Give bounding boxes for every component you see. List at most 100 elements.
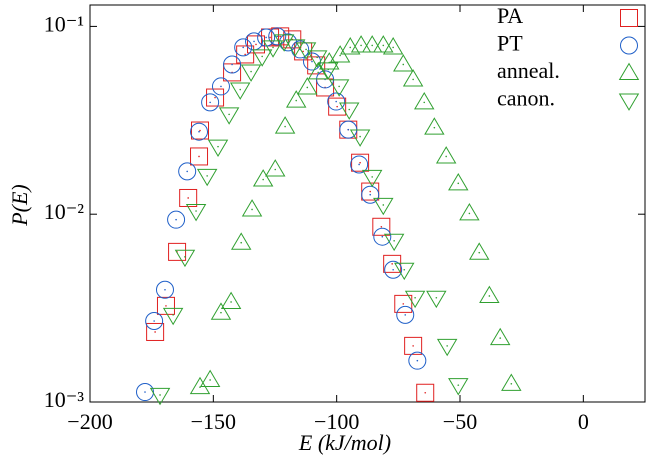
- y-tick-label: 10⁻³: [44, 387, 85, 412]
- marker-dot: [371, 176, 373, 178]
- marker-square: [351, 153, 370, 172]
- marker-triangle-down: [229, 82, 251, 100]
- marker-square: [383, 254, 402, 273]
- x-tick-label: −150: [191, 409, 236, 434]
- marker-dot: [172, 314, 174, 316]
- marker-triangle-down: [436, 338, 458, 357]
- marker-dot: [209, 101, 211, 104]
- marker-circle: [211, 77, 230, 96]
- y-tick-label: 10⁻²: [44, 199, 85, 224]
- marker-circle: [361, 185, 380, 204]
- marker-dot: [457, 384, 460, 386]
- marker-dot: [445, 155, 447, 158]
- marker-dot: [358, 163, 360, 166]
- x-tick-label: −200: [67, 409, 112, 434]
- marker-triangle-down: [162, 307, 184, 326]
- marker-triangle-down: [149, 387, 171, 406]
- marker-circle: [373, 227, 392, 246]
- marker-triangle-down: [349, 129, 371, 147]
- marker-dot: [206, 175, 208, 177]
- marker-circle: [136, 383, 155, 402]
- marker-triangle-up: [459, 203, 480, 221]
- marker-triangle-up: [393, 54, 414, 72]
- legend-label: PT: [497, 31, 523, 56]
- marker-dot: [488, 295, 491, 297]
- marker-square: [190, 147, 209, 166]
- marker-triangle-up: [414, 92, 435, 110]
- marker-dot: [272, 46, 274, 49]
- marker-triangle-down: [251, 49, 273, 67]
- marker-circle: [396, 305, 415, 324]
- marker-triangle-down: [174, 249, 196, 268]
- marker-dot: [306, 86, 309, 89]
- marker-dot: [349, 46, 352, 49]
- marker-triangle-down: [404, 290, 426, 309]
- marker-dot: [251, 208, 253, 211]
- legend-label: anneal.: [497, 58, 560, 83]
- marker-dot: [164, 288, 166, 291]
- marker-dot: [305, 48, 307, 51]
- marker-dot: [414, 296, 416, 299]
- marker-triangle-up: [489, 327, 511, 346]
- marker-dot: [510, 383, 513, 385]
- x-tick-label: −100: [314, 409, 359, 434]
- marker-circle: [268, 27, 287, 46]
- marker-circle: [201, 93, 220, 112]
- marker-triangle-up: [424, 117, 445, 135]
- marker-triangle-up: [373, 35, 394, 53]
- marker-dot: [311, 60, 313, 63]
- marker-triangle-down: [262, 40, 284, 58]
- marker-triangle-down: [185, 203, 207, 222]
- marker-dot: [347, 128, 350, 131]
- marker-dot: [335, 100, 337, 103]
- marker-dot: [412, 345, 414, 347]
- marker-triangle-down: [318, 62, 339, 80]
- marker-circle: [350, 155, 369, 174]
- marker-square: [394, 294, 413, 313]
- marker-square: [416, 383, 435, 402]
- marker-circle: [408, 351, 427, 370]
- marker-circle: [190, 122, 209, 141]
- marker-square: [191, 121, 210, 140]
- marker-dot: [435, 296, 438, 299]
- marker-dot: [316, 56, 318, 59]
- marker-dot: [393, 239, 395, 242]
- marker-triangle-up: [402, 69, 424, 87]
- marker-dot: [423, 101, 426, 104]
- marker-dot: [369, 190, 372, 193]
- marker-dot: [228, 113, 230, 116]
- marker-dot: [392, 46, 394, 49]
- marker-dot: [336, 105, 338, 108]
- marker-dot: [359, 135, 361, 138]
- x-tick-label: 0: [578, 409, 589, 434]
- marker-square: [146, 322, 165, 341]
- marker-dot: [327, 68, 330, 71]
- marker-square: [168, 242, 187, 261]
- marker-triangle-down: [618, 93, 640, 111]
- marker-dot: [403, 268, 406, 271]
- marker-dot: [433, 126, 436, 129]
- marker-dot: [339, 54, 341, 57]
- marker-dot: [359, 161, 361, 164]
- marker-dot: [175, 218, 177, 221]
- marker-dot: [184, 256, 186, 258]
- marker-circle: [234, 38, 253, 57]
- marker-dot: [230, 301, 232, 303]
- marker-dot: [159, 394, 161, 396]
- marker-dot: [446, 345, 448, 347]
- marker-triangle-up: [350, 35, 372, 53]
- marker-circle: [223, 55, 242, 74]
- marker-square: [236, 45, 255, 64]
- y-axis-label: P(E): [7, 184, 32, 227]
- y-tick-label: 10⁻¹: [44, 11, 84, 36]
- marker-dot: [262, 178, 264, 181]
- marker-square: [620, 9, 638, 27]
- marker-dot: [199, 129, 201, 132]
- marker-square: [328, 97, 347, 116]
- marker-triangle-down: [196, 168, 218, 187]
- marker-dot: [165, 305, 167, 307]
- marker-dot: [220, 311, 222, 314]
- marker-dot: [279, 35, 281, 38]
- marker-dot: [416, 359, 419, 362]
- marker-dot: [369, 193, 372, 196]
